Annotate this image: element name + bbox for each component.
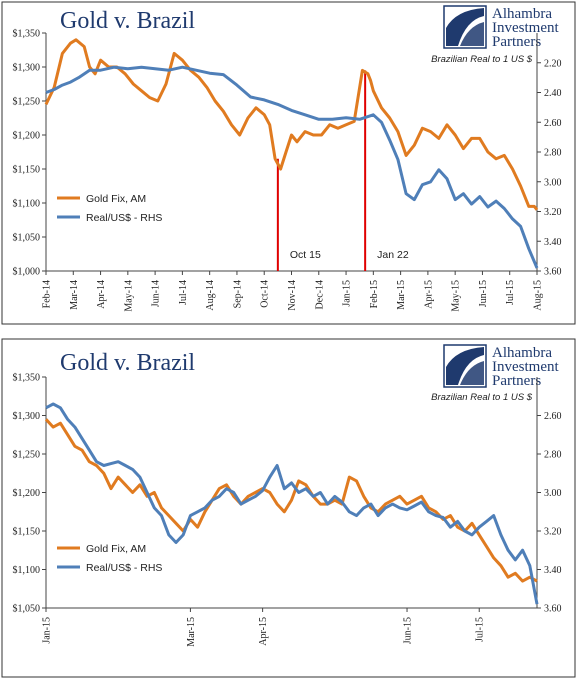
- y-left-tick-label: $1,300: [13, 411, 41, 422]
- y-left-tick-label: $1,300: [13, 63, 41, 74]
- x-tick-label: Sep-14: [232, 280, 243, 308]
- logo-line-1: Alhambra: [492, 345, 552, 361]
- chart-1-svg: Gold v. Brazil AlhambraInvestmentPartners…: [1, 1, 576, 325]
- y-left-tick-label: $1,100: [13, 199, 41, 210]
- x-tick-label: Mar-15: [186, 617, 197, 647]
- x-tick-label: Feb-14: [42, 280, 53, 308]
- y-left-tick-label: $1,150: [13, 165, 41, 176]
- y-right-tick-label: 2.40: [544, 88, 562, 99]
- logo-swoosh: [446, 8, 484, 46]
- y-left-tick-label: $1,100: [13, 565, 41, 576]
- chart-1-title: Gold v. Brazil: [60, 8, 195, 34]
- legend-label-real: Real/US$ - RHS: [86, 212, 162, 224]
- y-left-tick-label: $1,050: [13, 604, 41, 615]
- x-tick-label: Mar-14: [69, 280, 80, 310]
- x-tick-label: Jul-15: [505, 280, 516, 305]
- logo-swoosh: [446, 347, 484, 385]
- x-tick-label: Dec-14: [314, 280, 325, 309]
- x-tick-label: Feb-15: [369, 280, 380, 308]
- x-tick-label: Mar-15: [396, 280, 407, 310]
- annotation-label: Oct 15: [290, 249, 321, 261]
- x-tick-label: Oct-14: [260, 280, 271, 308]
- logo-line-3: Partners: [492, 373, 541, 389]
- y-right-tick-label: 3.20: [544, 527, 562, 538]
- annotation-label: Jan 22: [377, 249, 409, 261]
- chart-1-subtitle: Brazilian Real to 1 US $: [431, 54, 533, 65]
- series-line-gold: [44, 38, 539, 211]
- chart-panel-2: Gold v. Brazil Alhambra Investment Partners…: [0, 337, 577, 681]
- y-left-tick-label: $1,250: [13, 97, 41, 108]
- logo-line-2: Investment: [492, 359, 559, 375]
- y-right-tick-label: 3.00: [544, 177, 562, 188]
- y-left-tick-label: $1,350: [13, 29, 41, 40]
- x-tick-label: Jun-14: [151, 280, 162, 307]
- y-right-tick-label: 3.60: [544, 267, 562, 278]
- x-tick-label: Aug-14: [205, 280, 216, 311]
- y-right-tick-label: 3.00: [544, 488, 562, 499]
- y-right-tick-label: 2.80: [544, 450, 562, 461]
- x-tick-label: Apr-15: [258, 617, 269, 646]
- chart-1-frame: [1, 1, 576, 325]
- y-left-tick-label: $1,050: [13, 233, 41, 244]
- x-tick-label: Jan-15: [342, 280, 353, 307]
- x-tick-label: Nov-14: [287, 280, 298, 311]
- x-tick-label: Apr-15: [423, 280, 434, 309]
- chart-2-frame: [1, 338, 576, 678]
- chart-2-subtitle: Brazilian Real to 1 US $: [431, 392, 533, 403]
- y-right-tick-label: 3.40: [544, 565, 562, 576]
- chart-2-svg: Gold v. Brazil AlhambraInvestmentPartners…: [1, 338, 576, 678]
- y-left-tick-label: $1,250: [13, 450, 41, 461]
- series-line-real: [45, 65, 539, 269]
- y-right-tick-label: 3.60: [544, 604, 562, 615]
- logo-line-1: Alhambra: [492, 6, 552, 22]
- x-tick-label: May-15: [451, 280, 462, 312]
- y-left-tick-label: $1,000: [13, 267, 41, 278]
- x-tick-label: May-14: [123, 280, 134, 312]
- y-left-tick-label: $1,150: [13, 527, 41, 538]
- y-right-tick-label: 2.60: [544, 118, 562, 129]
- legend-label-gold: Gold Fix, AM: [86, 193, 146, 205]
- logo-line-3: Partners: [492, 34, 541, 50]
- chart-2-title: Gold v. Brazil: [60, 350, 195, 376]
- chart-panel-1: Gold v. Brazil Alhambra Investment Partners…: [0, 0, 577, 327]
- legend-label-gold: Gold Fix, AM: [86, 543, 146, 555]
- alhambra-logo-icon: [443, 5, 487, 49]
- y-right-tick-label: 3.40: [544, 237, 562, 248]
- y-left-tick-label: $1,200: [13, 488, 41, 499]
- logo-line-2: Investment: [492, 20, 559, 36]
- x-tick-label: Jun-15: [478, 280, 489, 307]
- y-right-tick-label: 2.80: [544, 148, 562, 159]
- x-tick-label: Jan-15: [42, 617, 53, 644]
- x-tick-label: Jun-15: [403, 617, 414, 644]
- x-tick-label: Aug-15: [533, 280, 544, 311]
- x-tick-label: Jul-14: [178, 280, 189, 305]
- y-right-tick-label: 3.20: [544, 207, 562, 218]
- legend-label-real: Real/US$ - RHS: [86, 562, 162, 574]
- y-left-tick-label: $1,350: [13, 373, 41, 384]
- y-right-tick-label: 2.60: [544, 411, 562, 422]
- logo-swoosh-lower: [460, 361, 484, 385]
- logo-swoosh-lower: [460, 22, 484, 46]
- alhambra-logo-icon: [443, 344, 487, 388]
- y-left-tick-label: $1,200: [13, 131, 41, 142]
- y-right-tick-label: 2.20: [544, 58, 562, 69]
- x-tick-label: Apr-14: [96, 280, 107, 309]
- series-line-real: [45, 402, 539, 605]
- x-tick-label: Jul-15: [475, 617, 486, 642]
